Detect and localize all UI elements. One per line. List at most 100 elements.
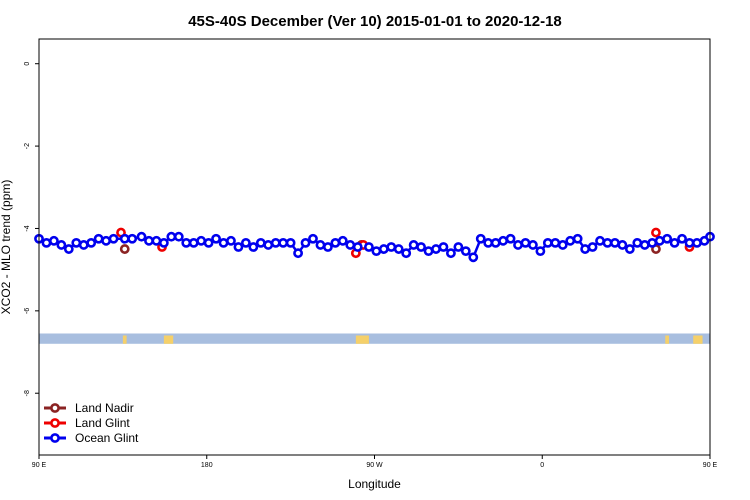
x-axis-label: Longitude bbox=[348, 477, 401, 491]
x-tick-label: 0 bbox=[540, 462, 544, 469]
ocean-glint-point bbox=[127, 233, 138, 244]
ocean-glint-point bbox=[158, 237, 169, 248]
ocean-glint-point bbox=[475, 233, 486, 244]
ocean-glint-point bbox=[330, 237, 341, 248]
ocean-glint-point bbox=[203, 237, 214, 248]
legend-marker-land-nadir bbox=[50, 403, 60, 413]
ocean-glint-point bbox=[610, 237, 620, 248]
ocean-glint-point bbox=[542, 237, 553, 248]
x-tick-label: 90 E bbox=[32, 462, 47, 469]
ocean-glint-point bbox=[108, 233, 119, 244]
ocean-glint-point bbox=[144, 235, 154, 246]
ocean-glint-point bbox=[677, 233, 687, 244]
ocean-glint-point bbox=[151, 235, 162, 246]
ocean-glint-point bbox=[49, 235, 59, 246]
land-nadir-point bbox=[119, 244, 130, 254]
ocean-glint-point bbox=[483, 237, 494, 248]
ocean-glint-point bbox=[323, 242, 333, 252]
ocean-glint-point bbox=[632, 237, 643, 248]
ocean-glint-point bbox=[345, 240, 356, 250]
ocean-glint-point bbox=[490, 237, 501, 248]
ocean-glint-point bbox=[460, 246, 471, 257]
ocean-glint-point bbox=[408, 240, 419, 250]
ocean-glint-point bbox=[647, 237, 658, 248]
legend-label-land-glint: Land Glint bbox=[75, 416, 130, 430]
legend-label-land-nadir: Land Nadir bbox=[75, 401, 134, 415]
ocean-glint-point bbox=[285, 237, 296, 248]
ocean-glint-point bbox=[211, 233, 221, 244]
ocean-glint-point bbox=[580, 244, 591, 254]
ocean-glint-point bbox=[371, 246, 382, 257]
x-tick-label: 180 bbox=[201, 462, 213, 469]
ocean-glint-point bbox=[119, 233, 130, 244]
ocean-glint-point bbox=[513, 240, 523, 250]
ocean-glint-point bbox=[71, 237, 82, 248]
ocean-glint-point bbox=[240, 237, 251, 248]
ocean-glint-point bbox=[684, 237, 695, 248]
x-tick-label: 90 E bbox=[703, 462, 718, 469]
ocean-glint-point bbox=[173, 231, 184, 242]
ocean-glint-point bbox=[196, 235, 207, 246]
ocean-glint-point bbox=[86, 237, 97, 248]
legend-label-ocean-glint: Ocean Glint bbox=[75, 431, 139, 445]
ocean-glint-point bbox=[263, 240, 274, 250]
land-glint-point bbox=[651, 227, 661, 238]
ocean-glint-point bbox=[572, 233, 583, 244]
legend-marker-ocean-glint bbox=[50, 433, 60, 443]
ocean-glint-point bbox=[557, 240, 568, 250]
ocean-glint-point bbox=[624, 244, 635, 254]
ocean-glint-point bbox=[218, 237, 229, 248]
ocean-glint-point bbox=[337, 235, 348, 246]
map-land-patch bbox=[122, 335, 127, 344]
ocean-glint-point bbox=[352, 242, 363, 252]
ocean-glint-point bbox=[166, 231, 177, 242]
map-strip bbox=[39, 333, 710, 344]
ocean-glint-point bbox=[41, 237, 52, 248]
ocean-glint-point bbox=[595, 235, 605, 246]
ocean-glint-point bbox=[587, 242, 598, 252]
ocean-glint-point bbox=[233, 242, 244, 252]
ocean-glint-point bbox=[498, 235, 509, 246]
map-land-patch bbox=[355, 335, 369, 344]
ocean-glint-point bbox=[423, 246, 434, 257]
ocean-glint-point bbox=[181, 237, 192, 248]
ocean-glint-point bbox=[565, 235, 576, 246]
ocean-glint-point bbox=[226, 235, 236, 246]
ocean-glint-point bbox=[93, 233, 104, 244]
ocean-glint-point bbox=[431, 244, 441, 254]
map-land-patch bbox=[665, 335, 669, 344]
ocean-glint-point bbox=[56, 240, 67, 250]
ocean-glint-point bbox=[393, 244, 404, 254]
y-tick-label: 0 bbox=[24, 62, 31, 66]
ocean-glint-point bbox=[63, 244, 74, 254]
ocean-glint-point bbox=[300, 237, 311, 248]
ocean-glint-point bbox=[669, 237, 680, 248]
ocean-glint-point bbox=[315, 240, 326, 250]
ocean-glint-point bbox=[662, 233, 673, 244]
ocean-glint-point bbox=[386, 242, 397, 252]
ocean-glint-point bbox=[136, 231, 147, 242]
ocean-glint-point bbox=[438, 242, 449, 252]
ocean-glint-point bbox=[278, 237, 289, 248]
axis-ticks: 90 E 180 90 W 0 90 E 0 -2 -4 -6 -8 bbox=[24, 62, 718, 469]
ocean-glint-point bbox=[270, 237, 281, 248]
ocean-glint-point bbox=[602, 237, 613, 248]
map-ocean-band bbox=[39, 333, 710, 344]
y-axis-label: XCO2 - MLO trend (ppm) bbox=[0, 180, 13, 315]
x-tick-label: 90 W bbox=[366, 462, 383, 469]
ocean-glint-point bbox=[308, 233, 318, 244]
ocean-glint-point bbox=[550, 237, 561, 248]
series-points bbox=[34, 227, 715, 263]
ocean-glint-point bbox=[378, 244, 389, 254]
y-tick-label: -8 bbox=[24, 390, 31, 396]
ocean-glint-point bbox=[453, 242, 464, 252]
ocean-glint-point bbox=[468, 252, 479, 263]
ocean-glint-point bbox=[520, 237, 531, 248]
ocean-glint-point bbox=[401, 248, 412, 259]
y-tick-label: -4 bbox=[24, 225, 31, 231]
ocean-glint-point bbox=[248, 242, 259, 252]
chart-title: 45S-40S December (Ver 10) 2015-01-01 to … bbox=[188, 13, 562, 30]
map-land-patch bbox=[693, 335, 703, 344]
ocean-glint-point bbox=[78, 240, 89, 250]
